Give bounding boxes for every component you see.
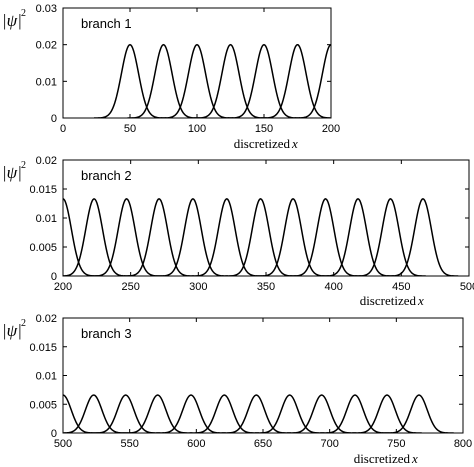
x-tick-label: 650 — [254, 438, 272, 450]
series-peak-curve — [191, 198, 262, 276]
y-axis-label-exponent: 2 — [21, 8, 26, 19]
curve-group — [93, 43, 331, 118]
x-tick-label: 150 — [255, 123, 273, 135]
panel-2: 200 250 300 350 400 450 500 0 0.005 0.01 0.015 0.02… — [2, 155, 474, 308]
series-peak-curve — [63, 198, 130, 276]
panel-title: branch 1 — [81, 16, 132, 31]
series-peak-curve — [157, 198, 229, 276]
y-tick-label: 0.01 — [36, 371, 57, 383]
series-peak-curve — [156, 394, 226, 433]
series-peak-curve — [225, 198, 296, 276]
x-axis-label: discretized — [360, 293, 417, 308]
y-tick-label: 0 — [51, 271, 57, 283]
y-tick-label: 0.03 — [36, 3, 57, 15]
x-tick-label: 300 — [189, 281, 207, 293]
x-tick-label: 500 — [54, 438, 72, 450]
y-tick-label: 0.01 — [36, 76, 57, 88]
series-peak-curve — [227, 43, 301, 118]
series-peak-curve — [90, 394, 161, 433]
y-axis-label: |ψ| — [2, 11, 22, 30]
series-peak-curve — [123, 198, 195, 276]
x-tick-label: 550 — [120, 438, 138, 450]
x-tick-label: 500 — [460, 281, 474, 293]
x-tick-label: 800 — [454, 438, 472, 450]
y-axis-label: |ψ| — [2, 163, 22, 182]
series-peak-curve — [387, 198, 459, 276]
curve-group — [63, 198, 459, 276]
series-peak-curve — [286, 394, 357, 433]
y-tick-label: 0 — [51, 113, 57, 125]
series-peak-curve — [189, 394, 260, 433]
y-axis-label-exponent: 2 — [21, 318, 26, 329]
series-peak-curve — [160, 43, 234, 118]
series-peak-curve — [63, 198, 99, 276]
y-axis-label: |ψ| — [2, 321, 22, 340]
y-tick-label: 0.005 — [29, 399, 57, 411]
x-tick-label: 200 — [54, 281, 72, 293]
series-peak-curve — [63, 394, 129, 433]
y-tick-label: 0.02 — [36, 40, 57, 52]
series-peak-curve — [91, 198, 162, 276]
series-peak-curve — [221, 394, 292, 433]
series-peak-curve — [294, 43, 331, 118]
x-tick-label: 600 — [187, 438, 205, 450]
series-peak-curve — [254, 394, 325, 433]
x-tick-label: 250 — [121, 281, 139, 293]
y-tick-label: 0.02 — [36, 155, 57, 167]
x-tick-label: 700 — [320, 438, 338, 450]
x-tick-label: 450 — [392, 281, 410, 293]
series-peak-curve — [384, 394, 454, 433]
panel-1: 0 50 100 150 200 0 0.01 0.02 0.03 |ψ| 2 discretized… — [2, 3, 340, 151]
x-tick-label: 0 — [60, 123, 66, 135]
y-tick-label: 0.005 — [29, 242, 57, 254]
series-peak-curve — [257, 198, 329, 276]
x-tick-label: 350 — [257, 281, 275, 293]
x-axis-label: discretized — [354, 451, 411, 466]
series-peak-curve — [352, 394, 422, 433]
series-peak-curve — [320, 394, 390, 433]
y-tick-label: 0.01 — [36, 213, 57, 225]
x-axis-label: discretized — [234, 136, 291, 151]
x-tick-label: 750 — [387, 438, 405, 450]
panel-title: branch 3 — [81, 326, 132, 341]
y-axis-label-exponent: 2 — [21, 160, 26, 171]
x-tick-label: 50 — [124, 123, 136, 135]
y-tick-label: 0.015 — [29, 184, 57, 196]
x-tick-label: 100 — [188, 123, 206, 135]
y-tick-label: 0.02 — [36, 313, 57, 325]
series-peak-curve — [127, 43, 200, 118]
x-tick-label: 200 — [322, 123, 340, 135]
x-axis-label-variable: x — [291, 136, 298, 151]
series-peak-curve — [322, 198, 394, 276]
series-peak-curve — [122, 394, 193, 433]
series-peak-curve — [93, 43, 167, 118]
panel-title: branch 2 — [81, 168, 132, 183]
series-peak-curve — [261, 43, 331, 118]
series-peak-curve — [63, 394, 98, 433]
series-peak-curve — [194, 43, 267, 118]
series-peak-curve — [290, 198, 361, 276]
y-tick-label: 0.015 — [29, 342, 57, 354]
series-peak-curve — [355, 198, 426, 276]
x-tick-label: 400 — [324, 281, 342, 293]
panel-3: 500 550 600 650 700 750 800 0 0.005 0.01 0.015 0.02… — [2, 313, 472, 466]
y-tick-label: 0 — [51, 428, 57, 440]
x-axis-label-variable: x — [417, 293, 424, 308]
curve-group — [63, 394, 454, 433]
x-axis-label-variable: x — [411, 451, 418, 466]
